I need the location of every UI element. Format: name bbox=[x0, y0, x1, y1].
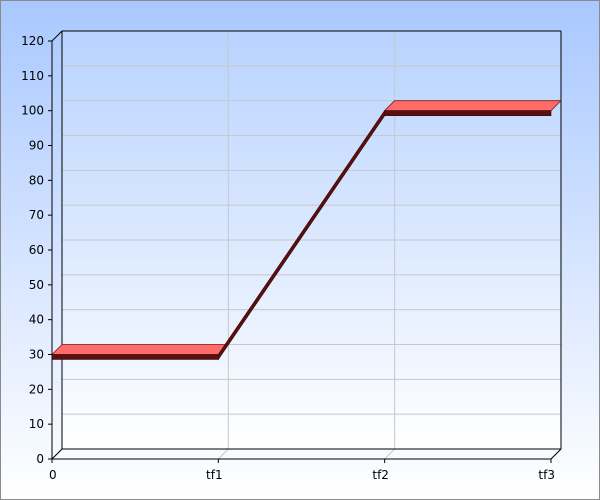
axis-frame-line bbox=[51, 30, 63, 42]
line-segment-front bbox=[51, 354, 219, 360]
y-tick-label: 110 bbox=[21, 69, 44, 83]
y-tick-label: 120 bbox=[21, 34, 44, 48]
y-tick-label: 60 bbox=[29, 243, 44, 257]
y-tick-label: 50 bbox=[29, 278, 44, 292]
x-tick-labels: 0 tf1 tf2 tf3 bbox=[49, 468, 555, 482]
y-tick-label: 30 bbox=[29, 348, 44, 362]
y-tick-label: 10 bbox=[29, 417, 44, 431]
x-tick-label: tf3 bbox=[538, 468, 555, 482]
x-tick-label: tf1 bbox=[206, 468, 223, 482]
grid-lines bbox=[51, 30, 562, 460]
floor-gridline bbox=[217, 448, 229, 460]
series-layer bbox=[51, 100, 562, 361]
axes bbox=[48, 30, 562, 463]
y-tick-label: 70 bbox=[29, 208, 44, 222]
axis-frame-line bbox=[550, 448, 562, 460]
y-tick-label: 0 bbox=[36, 452, 44, 466]
y-tick-label: 20 bbox=[29, 382, 44, 396]
y-tick-label: 40 bbox=[29, 313, 44, 327]
x-tick-label: 0 bbox=[49, 468, 57, 482]
floor-gridline bbox=[384, 448, 396, 460]
line-segment-top bbox=[383, 100, 562, 112]
series-line bbox=[51, 100, 562, 361]
line-segment-front bbox=[384, 110, 552, 116]
y-tick-labels: 0 10 20 30 40 50 60 70 80 90 100 110 120 bbox=[21, 34, 44, 466]
y-tick-label: 80 bbox=[29, 173, 44, 187]
line-segment-top bbox=[51, 344, 230, 355]
axis-frame-line bbox=[51, 448, 63, 460]
y-tick-label: 90 bbox=[29, 139, 44, 153]
y-tick-label: 100 bbox=[21, 104, 44, 118]
x-tick-label: tf2 bbox=[372, 468, 389, 482]
